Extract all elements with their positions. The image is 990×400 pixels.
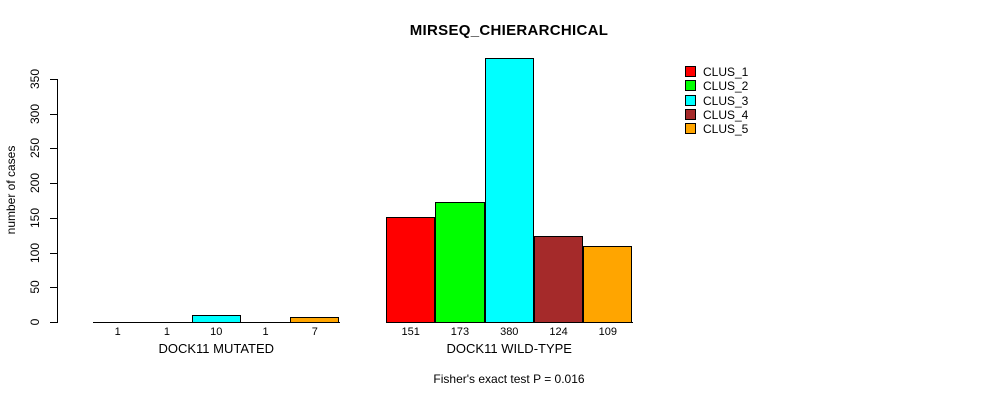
y-axis-tick-label: 300 <box>28 103 42 124</box>
y-axis-tick <box>50 183 57 185</box>
chart-title: MIRSEQ_CHIERARCHICAL <box>409 22 609 39</box>
y-axis-tick <box>50 322 57 323</box>
bar-value-label: 380 <box>500 326 519 338</box>
legend-label: CLUS_4 <box>703 107 749 122</box>
legend-label: CLUS_5 <box>703 122 749 137</box>
bar-value-label: 173 <box>450 326 470 338</box>
bar-clus_1-dock11-wild-type <box>386 217 436 323</box>
y-axis-tick <box>50 79 57 80</box>
bar-value-label: 151 <box>401 326 420 338</box>
bar-value-label: 1 <box>163 326 170 338</box>
legend-swatch-clus_3 <box>685 94 696 106</box>
category-label-dock11-mutated: DOCK11 MUTATED <box>158 341 275 356</box>
legend-swatch-clus_4 <box>685 108 696 120</box>
bar-clus_4-dock11-wild-type <box>533 235 584 323</box>
y-axis-tick <box>50 217 57 219</box>
y-axis-tick <box>50 252 57 254</box>
legend-label: CLUS_1 <box>703 65 749 79</box>
y-axis-tick-label: 50 <box>28 280 42 294</box>
y-axis-tick-label: 350 <box>28 68 42 90</box>
bar-clus_3-dock11-wild-type <box>484 58 534 323</box>
annotation-fishers-test: Fisher's exact test P = 0.016 <box>433 372 585 386</box>
bar-value-label: 124 <box>549 326 568 338</box>
bar-value-label: 10 <box>210 326 223 338</box>
bar-clus_5-dock11-mutated <box>290 317 340 323</box>
legend-label: CLUS_2 <box>703 79 749 94</box>
legend-swatch-clus_2 <box>685 80 696 92</box>
y-axis-label: number of cases <box>4 145 18 235</box>
bar-clus_5-dock11-wild-type <box>583 246 633 323</box>
y-axis-tick-label: 150 <box>28 207 42 228</box>
y-axis-tick-label: 0 <box>28 318 42 326</box>
bar-value-label: 109 <box>598 326 618 338</box>
y-axis-tick <box>50 287 57 289</box>
bar-clus_3-dock11-mutated <box>191 315 241 323</box>
bar-value-label: 1 <box>114 326 121 338</box>
y-axis-tick-label: 250 <box>28 138 42 159</box>
bar-value-label: 1 <box>262 326 269 338</box>
legend-swatch-clus_1 <box>685 66 696 77</box>
y-axis-tick-label: 200 <box>28 173 42 194</box>
legend-label: CLUS_3 <box>703 93 749 108</box>
y-axis-tick <box>50 113 57 115</box>
category-label-dock11-wild-type: DOCK11 WILD-TYPE <box>446 341 572 356</box>
bar-value-label: 7 <box>311 326 318 338</box>
bar-clus_2-dock11-wild-type <box>435 201 485 323</box>
y-axis-tick <box>50 148 57 150</box>
legend-swatch-clus_5 <box>685 123 696 135</box>
y-axis-line <box>57 79 58 323</box>
y-axis-tick-label: 100 <box>28 242 42 263</box>
